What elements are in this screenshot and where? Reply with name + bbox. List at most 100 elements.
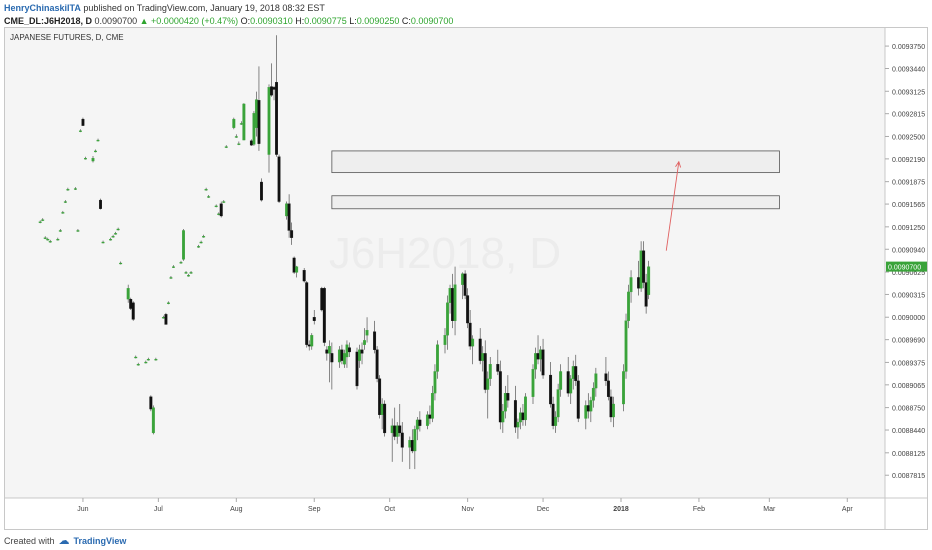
- candle-body: [378, 378, 382, 415]
- chart-panel[interactable]: JAPANESE FUTURES, D, CME J6H2018, D 0.0093…: [4, 27, 928, 530]
- candle-body: [101, 241, 105, 244]
- high-value: 0.0090775: [304, 16, 347, 26]
- candle-body: [202, 236, 206, 238]
- chart-title: JAPANESE FUTURES, D, CME: [10, 33, 124, 42]
- candle-body: [446, 302, 449, 336]
- candle-body: [327, 346, 331, 354]
- candle-body: [81, 118, 85, 126]
- x-tick-label: Dec: [537, 506, 550, 513]
- candle-body: [521, 412, 525, 421]
- y-tick-label: 0.0092190: [892, 157, 925, 164]
- candle-body: [518, 412, 522, 423]
- candle-body: [571, 366, 575, 379]
- candle-body: [604, 373, 608, 382]
- candle-body: [418, 419, 422, 426]
- supply-zone: [331, 195, 780, 210]
- candle-body: [425, 414, 429, 426]
- candle-body: [222, 201, 226, 203]
- publish-line: HenryChinaskiITA published on TradingVie…: [4, 2, 928, 15]
- y-tick-label: 0.0088125: [892, 451, 925, 458]
- up-arrow-icon: ▲: [139, 16, 149, 26]
- y-tick-label: 0.0090315: [892, 292, 925, 299]
- candle-body: [46, 238, 50, 241]
- candle-body: [554, 416, 558, 426]
- candle-body: [609, 396, 613, 418]
- candle-body: [536, 353, 540, 360]
- candle-body: [486, 378, 490, 390]
- candle-body: [448, 288, 452, 303]
- candle-body: [594, 373, 598, 389]
- candle-body: [239, 123, 243, 125]
- candle-body: [383, 403, 387, 434]
- candle-body: [84, 158, 87, 160]
- candle-body: [207, 196, 211, 198]
- last-price: 0.0090700: [94, 16, 138, 26]
- candle-body: [624, 320, 628, 372]
- y-tick-label: 0.0091875: [892, 180, 925, 187]
- candle-body: [325, 349, 329, 354]
- open-value: 0.0090310: [250, 16, 293, 26]
- candle-body: [322, 288, 326, 343]
- candle-body: [48, 241, 52, 243]
- candle-body: [199, 241, 203, 244]
- candle-body: [606, 380, 610, 397]
- x-tick-label: Nov: [461, 506, 474, 513]
- candlestick-chart[interactable]: JAPANESE FUTURES, D, CME J6H2018, D 0.0093…: [5, 28, 927, 529]
- candle-body: [591, 387, 595, 401]
- candle-body: [478, 338, 482, 361]
- candle-body: [63, 201, 67, 203]
- ohlc-line: CME_DL:J6H2018, D 0.0090700 ▲ +0.0000420…: [4, 15, 928, 28]
- x-tick-label: Mar: [763, 506, 776, 513]
- candle-body: [116, 228, 120, 231]
- candle-body: [410, 440, 414, 452]
- candle-body: [400, 432, 404, 448]
- candle-body: [574, 366, 578, 382]
- candle-body: [234, 136, 238, 138]
- tradingview-brand[interactable]: TradingView: [73, 535, 127, 546]
- candle-body: [481, 353, 485, 361]
- candle-body: [285, 203, 289, 217]
- author-link[interactable]: HenryChinaskiITA: [4, 3, 81, 13]
- candle-body: [340, 349, 344, 361]
- candle-body: [355, 351, 359, 387]
- candle-body: [375, 349, 379, 379]
- y-tick-label: 0.0091565: [892, 202, 925, 209]
- candle-body: [629, 277, 633, 293]
- candle-body: [488, 364, 492, 379]
- candle-body: [358, 349, 361, 361]
- candle-body: [58, 230, 62, 232]
- candle-body: [312, 317, 316, 321]
- x-tick-label: Jul: [154, 506, 163, 513]
- candle-body: [380, 403, 384, 415]
- candle-body: [78, 130, 82, 132]
- candle-body: [531, 369, 535, 397]
- candle-body: [305, 282, 309, 345]
- y-tick-label: 0.0087815: [892, 473, 925, 480]
- candle-body: [73, 188, 77, 190]
- tradingview-cloud-icon: ☁: [58, 535, 70, 547]
- candle-body: [164, 314, 168, 325]
- candle-body: [569, 378, 573, 394]
- candle-body: [413, 429, 417, 452]
- candle-body: [217, 213, 221, 215]
- y-tick-label: 0.0090625: [892, 270, 925, 277]
- close-value: 0.0090700: [410, 16, 454, 26]
- candle-body: [342, 353, 346, 365]
- candle-body: [134, 356, 138, 359]
- candle-body: [119, 262, 123, 265]
- candle-body: [443, 335, 447, 345]
- candle-body: [559, 371, 563, 390]
- candle-body: [496, 364, 500, 372]
- candle-body: [252, 113, 256, 145]
- y-tick-label: 0.0090000: [892, 315, 925, 322]
- candle-body: [373, 331, 377, 350]
- supply-zone: [331, 150, 780, 174]
- candle-body: [551, 403, 555, 426]
- candle-body: [292, 257, 296, 273]
- y-tick-label: 0.0088440: [892, 428, 925, 435]
- candle-body: [91, 158, 95, 162]
- arrow-head-icon: [675, 160, 682, 168]
- candle-body: [436, 344, 439, 372]
- open-label: O:: [240, 16, 251, 26]
- candle-body: [503, 393, 507, 412]
